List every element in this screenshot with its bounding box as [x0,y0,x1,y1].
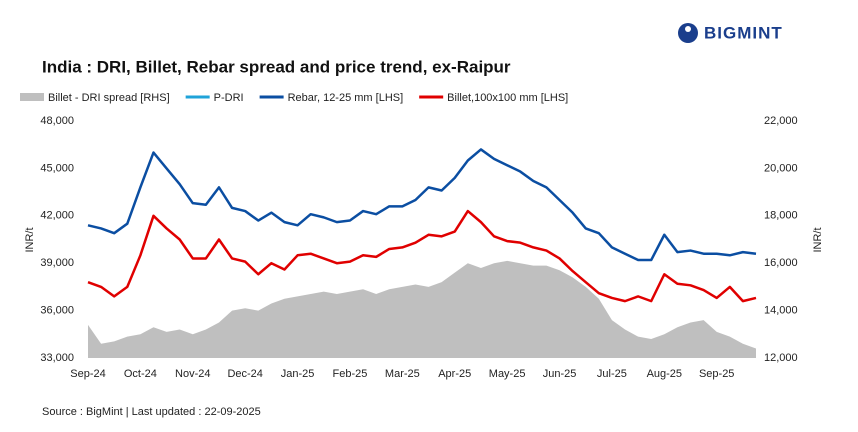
x-tick-label: Nov-24 [175,368,210,380]
line [87,148,757,262]
y-tick-label: 39,000 [40,257,74,269]
x-tick-label: Sep-24 [70,368,105,380]
y2-axis-label: INR/t [812,227,824,252]
legend-label: P-DRI [214,92,244,104]
brand: BIGMINT [704,23,783,42]
y2-tick-label: 22,000 [764,115,798,127]
logo: BIGMINT [678,23,783,43]
x-tick-label: Sep-25 [699,368,734,380]
x-tick-label: Mar-25 [385,368,420,380]
y2-tick-label: 20,000 [764,162,798,174]
x-tick-label: Dec-24 [227,368,262,380]
y-tick-label: 42,000 [40,210,74,222]
logo-icon-dot [685,26,691,32]
line [87,209,757,303]
y-tick-label: 48,000 [40,115,74,127]
x-tick-label: Jan-25 [281,368,315,380]
x-tick-label: Jul-25 [597,368,627,380]
x-tick-label: Aug-25 [647,368,682,380]
y-tick-label: 45,000 [40,162,74,174]
x-tick-label: Oct-24 [124,368,157,380]
y-tick-label: 33,000 [40,352,74,364]
chart-title: India : DRI, Billet, Rebar spread and pr… [42,57,511,76]
y2-tick-label: 14,000 [764,305,798,317]
legend-label: Billet - DRI spread [RHS] [48,92,170,104]
y2-tick-label: 18,000 [764,210,798,222]
legend-label: Billet,100x100 mm [LHS] [447,92,568,104]
y-axis-label: INR/t [24,227,36,252]
x-tick-label: Feb-25 [333,368,368,380]
x-tick-label: May-25 [489,368,526,380]
y2-tick-label: 16,000 [764,257,798,269]
x-tick-label: Apr-25 [438,368,471,380]
y-tick-label: 36,000 [40,305,74,317]
logo-icon [678,23,698,43]
source: Source : BigMint | Last updated : 22-09-… [42,406,261,418]
x-tick-label: Jun-25 [543,368,577,380]
area [88,260,756,358]
y2-tick-label: 12,000 [764,352,798,364]
legend-swatch [20,93,44,101]
legend-label: Rebar, 12-25 mm [LHS] [288,92,404,104]
